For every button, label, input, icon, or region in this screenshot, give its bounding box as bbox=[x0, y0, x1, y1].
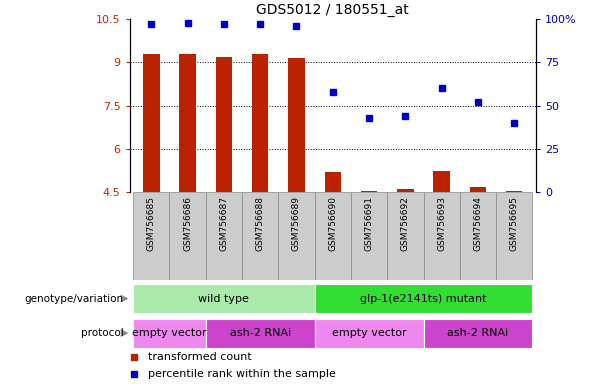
Text: GSM756692: GSM756692 bbox=[401, 197, 410, 251]
Bar bbox=[496, 192, 532, 280]
Bar bbox=[351, 192, 387, 280]
Text: empty vector: empty vector bbox=[332, 328, 406, 338]
Text: ash-2 RNAi: ash-2 RNAi bbox=[230, 328, 291, 338]
Text: GSM756687: GSM756687 bbox=[220, 197, 229, 252]
Bar bbox=[387, 192, 423, 280]
Bar bbox=[143, 55, 160, 192]
Text: genotype/variation: genotype/variation bbox=[25, 293, 124, 304]
Text: glp-1(e2141ts) mutant: glp-1(e2141ts) mutant bbox=[360, 293, 487, 304]
Text: GSM756685: GSM756685 bbox=[147, 197, 156, 252]
Text: GSM756686: GSM756686 bbox=[183, 197, 192, 252]
Bar bbox=[206, 319, 315, 348]
Text: GSM756693: GSM756693 bbox=[437, 197, 446, 252]
Text: ash-2 RNAi: ash-2 RNAi bbox=[447, 328, 508, 338]
Text: wild type: wild type bbox=[198, 293, 249, 304]
Bar bbox=[180, 54, 196, 192]
Text: GSM756688: GSM756688 bbox=[256, 197, 264, 252]
Bar bbox=[423, 319, 532, 348]
Text: GSM756689: GSM756689 bbox=[292, 197, 301, 252]
Bar bbox=[133, 284, 315, 313]
Bar bbox=[361, 190, 377, 192]
Text: GSM756690: GSM756690 bbox=[328, 197, 337, 252]
Text: GSM756694: GSM756694 bbox=[474, 197, 482, 251]
Bar bbox=[279, 192, 315, 280]
Bar bbox=[315, 192, 351, 280]
Bar bbox=[397, 189, 413, 192]
Bar bbox=[315, 284, 532, 313]
Text: GSM756691: GSM756691 bbox=[365, 197, 373, 252]
Bar bbox=[460, 192, 496, 280]
Bar bbox=[470, 187, 486, 192]
Bar bbox=[423, 192, 460, 280]
Text: protocol: protocol bbox=[81, 328, 124, 338]
Bar bbox=[216, 57, 232, 192]
Bar bbox=[252, 55, 269, 192]
Text: empty vector: empty vector bbox=[132, 328, 207, 338]
Bar bbox=[133, 319, 206, 348]
Bar bbox=[206, 192, 242, 280]
Bar bbox=[242, 192, 279, 280]
Bar bbox=[289, 58, 305, 192]
Text: transformed count: transformed count bbox=[148, 351, 252, 362]
Title: GDS5012 / 180551_at: GDS5012 / 180551_at bbox=[256, 3, 409, 17]
Text: percentile rank within the sample: percentile rank within the sample bbox=[148, 369, 336, 379]
Text: GSM756695: GSM756695 bbox=[509, 197, 519, 252]
Bar bbox=[133, 192, 170, 280]
Bar bbox=[434, 171, 450, 192]
Bar bbox=[315, 319, 423, 348]
Bar bbox=[170, 192, 206, 280]
Bar bbox=[325, 172, 341, 192]
